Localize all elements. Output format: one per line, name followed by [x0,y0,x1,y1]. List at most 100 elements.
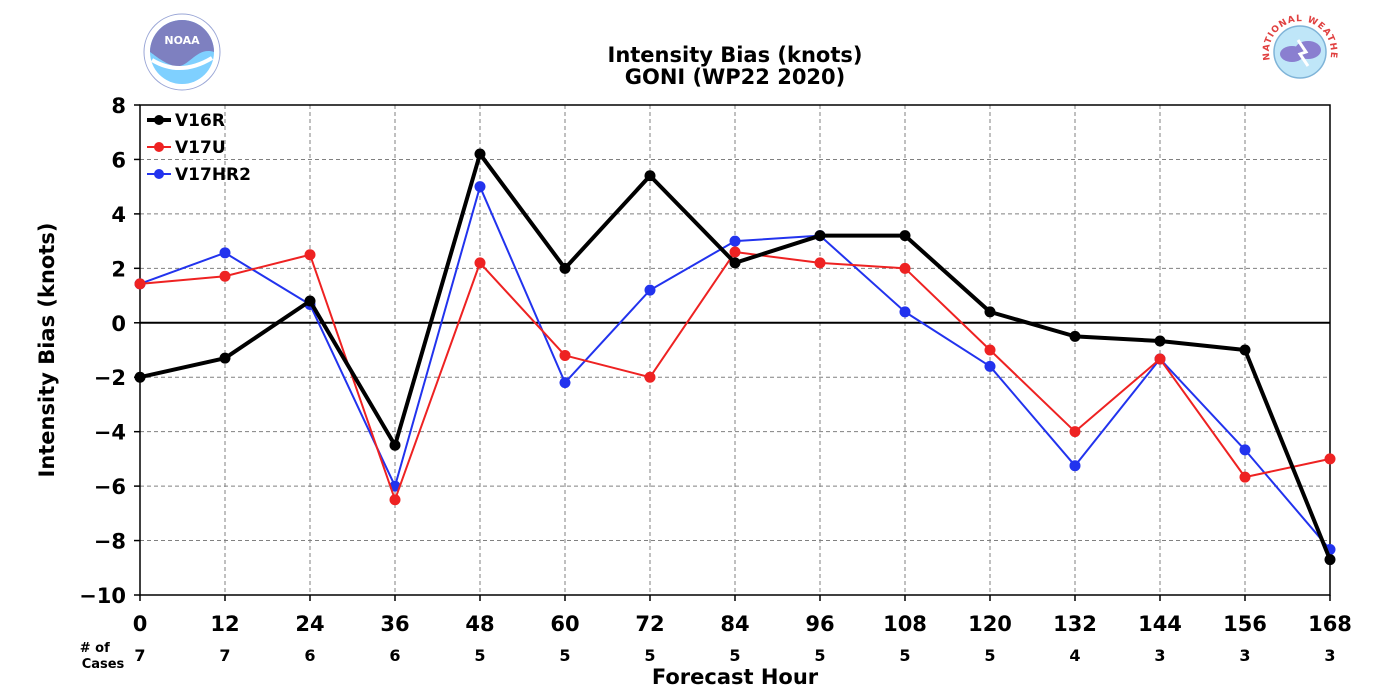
data-point [1069,330,1081,342]
data-point [984,360,996,372]
x-tick-label: 132 [1053,612,1097,636]
data-point [1154,353,1166,365]
y-tick-label: 8 [111,94,126,118]
x-tick-label: 36 [380,612,409,636]
data-point [984,344,996,356]
data-point [1324,453,1336,465]
legend-label: V16R [175,111,225,131]
data-point [729,257,741,269]
case-count: 5 [729,646,740,665]
y-tick-label: −4 [94,421,126,445]
data-point [304,295,316,307]
data-point [644,284,656,296]
data-point [559,377,571,389]
case-count: 6 [389,646,400,665]
x-tick-label: 168 [1308,612,1352,636]
case-count: 3 [1324,646,1335,665]
data-point [1154,335,1166,347]
x-tick-label: 48 [465,612,494,636]
data-point [1069,460,1081,472]
legend-item-v17hr2: V17HR2 [147,165,251,185]
case-count: 7 [134,646,145,665]
grid-lines [140,105,1330,595]
x-tick-label: 12 [210,612,239,636]
data-point [899,230,911,242]
data-point [814,257,826,269]
case-count: 4 [1069,646,1080,665]
data-point [219,352,231,364]
x-axis-label: Forecast Hour [652,665,819,689]
series-layer [134,148,1336,566]
data-point [559,349,571,361]
cases-label: # of Cases [80,641,125,672]
data-point [559,262,571,274]
case-count: 5 [559,646,570,665]
data-point [474,257,486,269]
case-count: 5 [474,646,485,665]
x-tick-label: 72 [635,612,664,636]
data-point [219,247,231,259]
y-tick-label: 4 [111,203,126,227]
x-tick-label: 120 [968,612,1012,636]
case-count: 7 [219,646,230,665]
y-tick-label: −8 [94,530,126,554]
data-point [729,235,741,247]
data-point [1324,554,1336,566]
legend-marker [154,142,164,152]
x-tick-label: 144 [1138,612,1182,636]
data-point [644,371,656,383]
y-tick-label: 6 [111,148,126,172]
y-tick-label: 2 [111,257,126,281]
x-tick-label: 60 [550,612,579,636]
series-v17u [134,246,1336,506]
y-tick-label: −10 [79,584,126,608]
data-point [389,494,401,506]
x-tick-labels: 0 12 24 36 48 60 72 84 96 108 120 132 144 156 168 [133,595,1352,636]
legend-item-v16r: V16R [147,111,225,131]
chart-title: Intensity Bias (knots) [608,43,863,67]
data-point [1239,471,1251,483]
y-axis-label: Intensity Bias (knots) [35,223,59,478]
y-tick-label: −2 [94,366,126,390]
case-count: 3 [1154,646,1165,665]
data-point [984,306,996,318]
x-tick-label: 84 [720,612,749,636]
nws-logo-icon: NATIONAL WEATHER SERVICE [1262,14,1337,79]
x-tick-label: 108 [883,612,927,636]
data-point [304,249,316,261]
x-tick-label: 156 [1223,612,1267,636]
data-point [219,270,231,282]
data-point [1239,344,1251,356]
data-point [134,278,146,290]
case-count: 6 [304,646,315,665]
data-point [899,306,911,318]
data-point [729,246,741,258]
case-count: 5 [644,646,655,665]
data-point [899,262,911,274]
x-tick-label: 0 [133,612,148,636]
data-point [814,230,826,242]
chart-subtitle: GONI (WP22 2020) [625,65,846,89]
noaa-logo-icon: NOAA [143,13,221,91]
data-point [1069,426,1081,438]
case-count: 5 [984,646,995,665]
x-tick-label: 24 [295,612,324,636]
x-tick-label: 96 [805,612,834,636]
legend-label: V17U [175,138,226,158]
noaa-logo-text: NOAA [164,34,200,47]
legend: V16R V17U V17HR2 [147,111,251,185]
case-count: 3 [1239,646,1250,665]
data-point [389,439,401,451]
data-point [474,148,486,160]
legend-marker [154,115,164,125]
y-tick-label: −6 [94,475,126,499]
data-point [1239,444,1251,456]
legend-marker [154,169,164,179]
legend-label: V17HR2 [175,165,251,185]
data-point [474,181,486,193]
y-tick-label: 0 [111,312,126,336]
y-tick-labels: −10 −8 −6 −4 −2 0 2 4 6 8 [79,94,140,608]
legend-item-v17u: V17U [147,138,226,158]
data-point [644,170,656,182]
